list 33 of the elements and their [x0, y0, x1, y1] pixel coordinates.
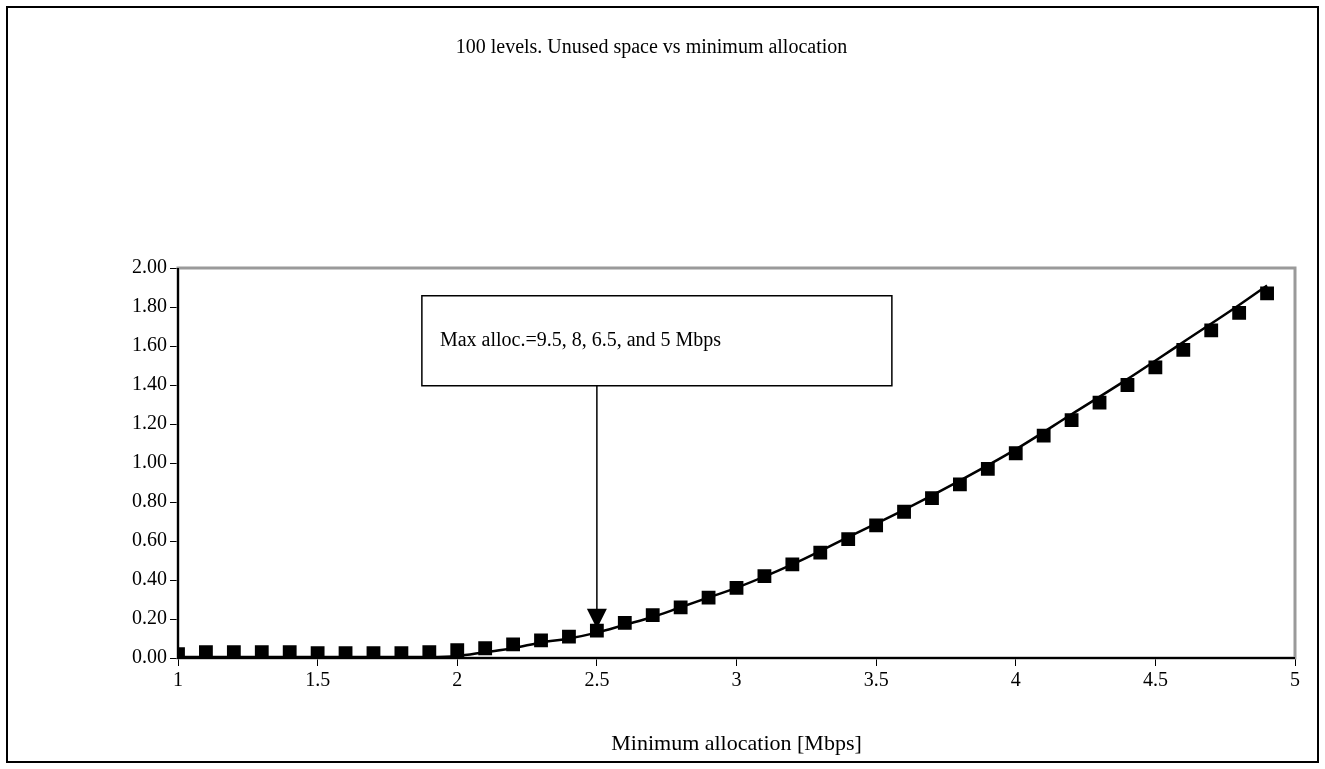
x-tick-label: 5 — [1290, 668, 1300, 691]
x-tick-label: 4.5 — [1142, 668, 1168, 691]
point — [254, 645, 269, 658]
point — [1232, 305, 1247, 320]
point — [199, 645, 213, 658]
annotation: Max alloc.=9.5, 8, 6.5, and 5 Mbps — [439, 327, 722, 351]
point — [1176, 342, 1191, 357]
point — [282, 645, 297, 658]
point — [1204, 323, 1219, 338]
y-tick-label: 1.00 — [132, 450, 167, 473]
point — [422, 645, 437, 658]
x-tick-label: 4 — [1010, 668, 1021, 691]
chart-title: 100 levels. Unused space vs minimum allocation — [455, 35, 848, 59]
y-tick-label: 1.20 — [132, 411, 167, 434]
x-axis-title: Minimum allocation [Mbps] — [611, 729, 862, 755]
y-tick-label: 0.80 — [132, 489, 167, 512]
x-tick-label: 3 — [731, 668, 742, 691]
point — [226, 645, 241, 658]
y-tick-label: 0.40 — [132, 567, 167, 590]
point — [1064, 413, 1079, 428]
y-tick-label: 2.00 — [132, 255, 167, 278]
y-tick-label: 0.20 — [132, 606, 167, 629]
y-tick-label: 1.40 — [132, 372, 167, 395]
x-tick-label: 2 — [452, 668, 463, 691]
y-tick-label: 0.00 — [132, 645, 167, 668]
y-tick-label: 1.60 — [132, 333, 167, 356]
x-tick-label: 2.5 — [584, 668, 610, 691]
y-tick-label: 1.80 — [132, 294, 167, 317]
x-tick-label: 1.5 — [305, 668, 331, 691]
x-tick-label: 3.5 — [863, 668, 889, 691]
x-tick-label: 1 — [173, 668, 183, 691]
y-tick-label: 0.60 — [132, 528, 167, 551]
point — [1260, 286, 1274, 301]
